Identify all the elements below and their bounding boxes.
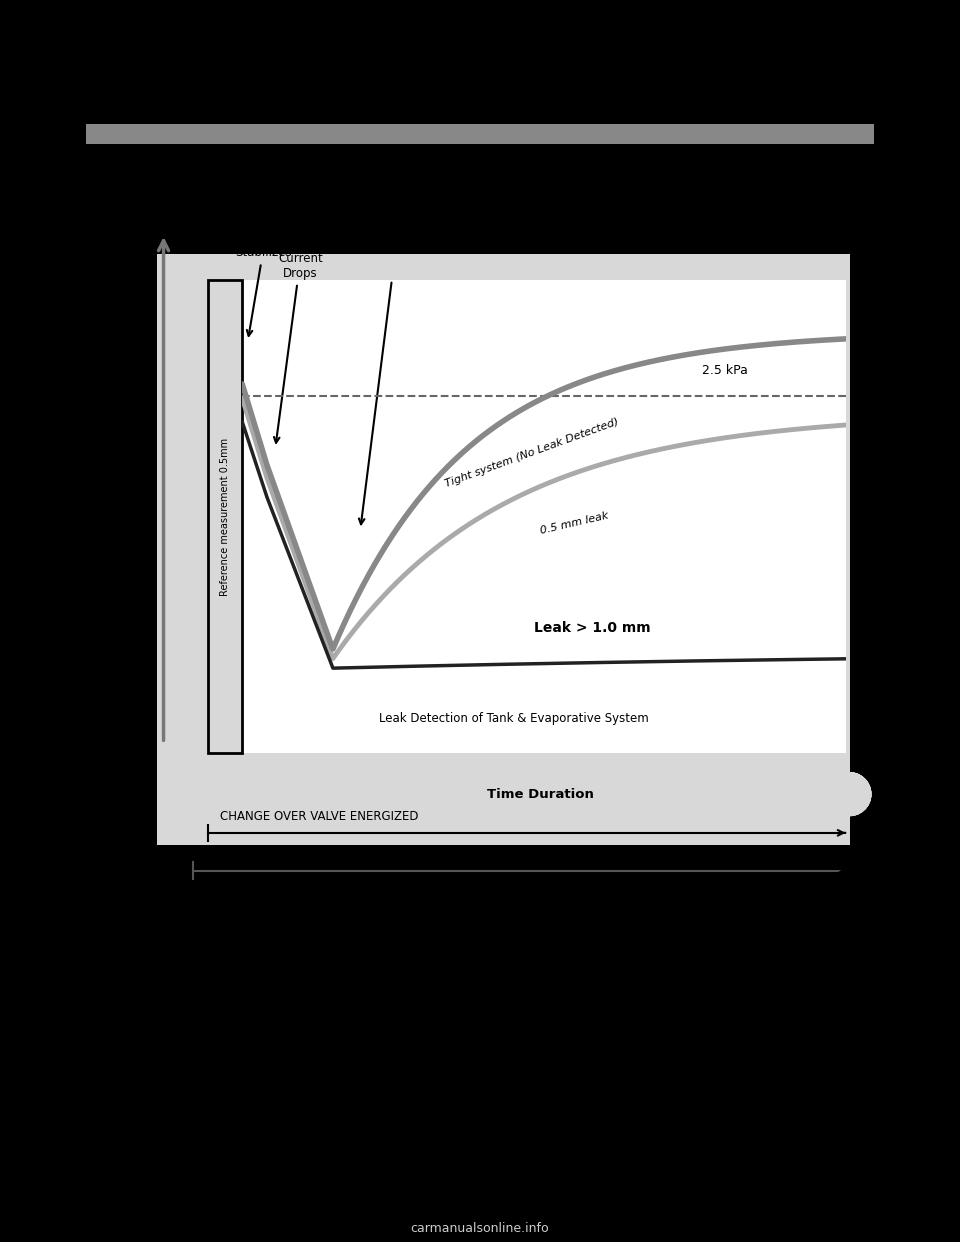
Text: Motor current - Pressure: Motor current - Pressure [136,432,150,575]
Bar [574,1145,874,1191]
Bar [208,279,242,754]
Bar [234,774,846,815]
Text: Current
Drops: Current Drops [278,252,323,279]
Text: Current
Stabilizes: Current Stabilizes [235,231,292,260]
Text: Leak > 1.0 mm: Leak > 1.0 mm [534,621,651,635]
Text: 0.5 mm leak: 0.5 mm leak [540,510,610,537]
Text: Tight system (No Leak Detected): Tight system (No Leak Detected) [444,416,620,489]
Text: However the chart below depicts the logic used to determine fuel system leaks.: However the chart below depicts the logi… [110,227,622,240]
Text: TEST RESULTS: TEST RESULTS [110,153,228,168]
Bar [242,279,846,754]
Text: 2.5 kPa: 2.5 kPa [703,364,748,376]
Text: Time Duration: Time Duration [487,787,593,801]
Text: carmanualsonline.info: carmanualsonline.info [411,1222,549,1235]
Text: 37: 37 [830,1161,850,1176]
Text: CurrentRises
Based on
Conditions: CurrentRises Based on Conditions [364,214,439,256]
Bar [157,255,850,845]
Text: Leak Detection of Tank & Evaporative System: Leak Detection of Tank & Evaporative Sys… [379,712,649,725]
Bar [86,124,874,144]
Text: nosis  test  results  (developed  tank  pressure “amperage”  /  within  a  speci: nosis test results (developed tank press… [110,204,715,216]
Text: PUMP MOTOR ENERGIZED: PUMP MOTOR ENERGIZED [204,847,357,861]
Text: The time duration varies between 45 & 270 seconds depending on the resulting lea: The time duration varies between 45 & 27… [110,180,690,193]
Text: CHANGE OVER VALVE ENERGIZED: CHANGE OVER VALVE ENERGIZED [220,810,419,822]
Text: Reference measurement 0.5mm: Reference measurement 0.5mm [221,437,230,596]
